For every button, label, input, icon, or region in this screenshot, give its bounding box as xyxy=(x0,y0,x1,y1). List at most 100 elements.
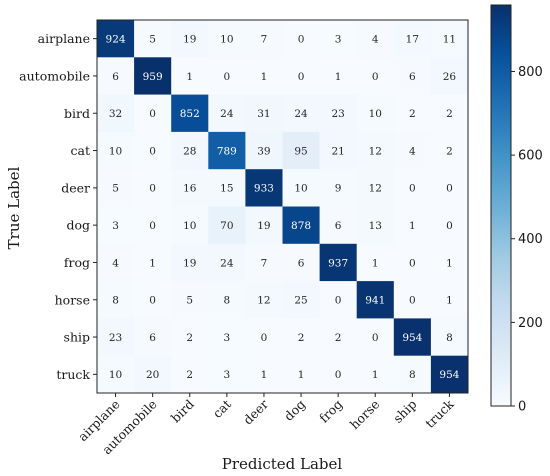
cell-value-label: 1 xyxy=(149,257,156,269)
cell-value-label: 26 xyxy=(443,71,457,83)
cell-value-label: 0 xyxy=(149,295,156,307)
cell-value-label: 19 xyxy=(183,33,196,45)
x-tick-label: ship xyxy=(390,397,419,426)
heatmap-cell xyxy=(245,94,283,133)
y-tick-label: deer xyxy=(61,180,90,195)
heatmap-cell xyxy=(171,281,209,319)
cell-value-label: 19 xyxy=(183,257,196,269)
heatmap-cell xyxy=(319,57,357,95)
x-axis-title: Predicted Label xyxy=(222,455,343,473)
heatmap-cell xyxy=(356,281,395,319)
cell-value-label: 31 xyxy=(257,108,270,120)
cell-value-label: 25 xyxy=(294,295,307,307)
heatmap-cell xyxy=(319,355,357,394)
cell-value-label: 7 xyxy=(261,33,268,45)
heatmap-cell xyxy=(356,169,395,207)
x-tick-label: bird xyxy=(168,397,197,426)
cell-value-label: 7 xyxy=(261,257,268,269)
heatmap-cell xyxy=(245,243,283,282)
heatmap-cell xyxy=(171,169,209,207)
cell-value-label: 5 xyxy=(186,295,193,307)
colorbar-tick-label: 400 xyxy=(518,232,543,247)
y-tick-labels: airplane automobile bird cat deer dog frog hors… xyxy=(19,31,97,382)
heatmap-cell xyxy=(245,318,283,356)
heatmap-cell xyxy=(208,131,246,170)
heatmap-cell xyxy=(393,281,432,319)
heatmap-cell xyxy=(430,206,469,245)
heatmap-cell xyxy=(208,94,246,133)
heatmap-cell xyxy=(134,281,172,319)
heatmap-cell xyxy=(430,20,469,58)
cell-value-label: 0 xyxy=(224,71,231,83)
cell-value-label: 4 xyxy=(409,145,416,157)
cell-value-label: 6 xyxy=(149,332,156,344)
heatmap-cell xyxy=(134,169,172,207)
cell-value-label: 0 xyxy=(409,183,416,195)
heatmap-cell xyxy=(282,281,320,319)
cell-value-label: 12 xyxy=(257,295,270,307)
cell-value-label: 954 xyxy=(402,332,422,344)
cell-value-label: 878 xyxy=(291,220,311,232)
cell-value-label: 17 xyxy=(406,33,419,45)
heatmap-cell xyxy=(430,355,469,394)
cell-value-label: 0 xyxy=(149,183,156,195)
colorbar-tick-label: 200 xyxy=(518,316,543,331)
y-tick-label: airplane xyxy=(38,31,90,46)
cell-value-label: 954 xyxy=(439,369,459,381)
heatmap-cell xyxy=(208,355,246,394)
cell-value-label: 0 xyxy=(409,257,416,269)
y-tick-label: bird xyxy=(64,106,90,121)
heatmap-cell xyxy=(171,318,209,356)
cell-value-label: 5 xyxy=(149,33,156,45)
heatmap-cell xyxy=(97,355,135,394)
cell-value-label: 1 xyxy=(261,369,268,381)
heatmap-cell xyxy=(97,206,135,245)
heatmap-cell xyxy=(134,355,172,394)
cell-value-label: 24 xyxy=(294,108,308,120)
cell-value-label: 9 xyxy=(335,183,342,195)
cell-value-label: 10 xyxy=(294,183,307,195)
heatmap-cell xyxy=(430,94,469,133)
heatmap-cell xyxy=(134,206,172,245)
cell-value-label: 0 xyxy=(372,332,379,344)
heatmap-cell xyxy=(282,57,320,95)
cell-value-label: 70 xyxy=(220,220,233,232)
heatmap-cell xyxy=(245,281,283,319)
heatmap-cell xyxy=(356,20,395,58)
cell-value-label: 0 xyxy=(149,108,156,120)
heatmap-cell xyxy=(97,243,135,282)
cell-value-label: 3 xyxy=(224,332,231,344)
plot-frame xyxy=(96,19,469,394)
heatmap-cell xyxy=(282,355,320,394)
heatmap-cell xyxy=(430,281,469,319)
heatmap-cell xyxy=(171,206,209,245)
x-tick-label: cat xyxy=(210,397,234,421)
cell-value-label: 8 xyxy=(446,332,453,344)
cell-value-label: 0 xyxy=(409,295,416,307)
cell-value-label: 933 xyxy=(254,183,274,195)
heatmap-cell xyxy=(393,243,432,282)
cell-value-label: 3 xyxy=(112,220,119,232)
cell-value-label: 8 xyxy=(409,369,416,381)
cell-value-label: 6 xyxy=(112,71,119,83)
colorbar xyxy=(490,4,512,407)
heatmap-cell xyxy=(208,318,246,356)
heatmap-cell xyxy=(208,243,246,282)
cell-value-label: 12 xyxy=(369,145,382,157)
heatmap-cell xyxy=(430,318,469,356)
cell-value-label: 32 xyxy=(109,108,122,120)
cell-value-label: 2 xyxy=(186,369,193,381)
heatmap-cell xyxy=(282,20,320,58)
heatmap-cell xyxy=(245,57,283,95)
cell-value-label: 5 xyxy=(112,183,119,195)
heatmap-cell xyxy=(97,94,135,133)
cell-value-label: 23 xyxy=(331,108,344,120)
heatmap-cell xyxy=(282,206,320,245)
cell-value-label: 1 xyxy=(186,71,193,83)
cell-value-label: 1 xyxy=(446,295,453,307)
cell-value-label: 924 xyxy=(106,33,126,45)
heatmap-cell xyxy=(245,206,283,245)
colorbar-ticks: 0 200 400 600 800 xyxy=(511,65,543,415)
cell-value-label: 0 xyxy=(261,332,268,344)
